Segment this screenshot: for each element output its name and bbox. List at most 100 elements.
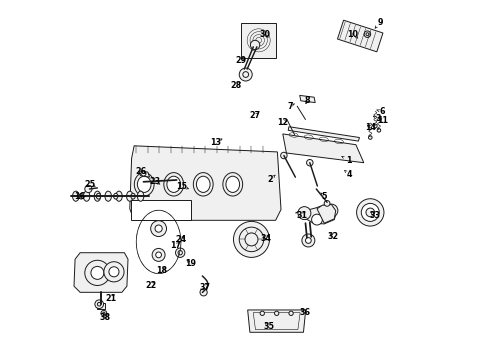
Text: 38: 38 bbox=[100, 313, 111, 322]
Circle shape bbox=[373, 124, 377, 128]
Text: 21: 21 bbox=[105, 294, 117, 302]
Circle shape bbox=[325, 204, 338, 217]
Circle shape bbox=[361, 203, 379, 221]
Text: 17: 17 bbox=[171, 241, 181, 250]
Text: 11: 11 bbox=[377, 116, 388, 125]
Text: 12: 12 bbox=[277, 118, 288, 127]
Ellipse shape bbox=[126, 191, 133, 201]
Polygon shape bbox=[130, 146, 281, 220]
Circle shape bbox=[95, 300, 103, 309]
Ellipse shape bbox=[137, 176, 151, 192]
Circle shape bbox=[302, 234, 315, 247]
Circle shape bbox=[85, 185, 92, 193]
Circle shape bbox=[377, 129, 381, 132]
Circle shape bbox=[289, 311, 293, 315]
Ellipse shape bbox=[114, 193, 118, 199]
Ellipse shape bbox=[137, 191, 144, 201]
Polygon shape bbox=[247, 310, 306, 332]
Circle shape bbox=[91, 266, 104, 279]
Circle shape bbox=[298, 207, 311, 220]
Circle shape bbox=[250, 40, 260, 50]
Polygon shape bbox=[288, 127, 360, 141]
Circle shape bbox=[366, 33, 369, 36]
Text: 27: 27 bbox=[249, 111, 261, 120]
Text: 28: 28 bbox=[230, 81, 242, 90]
Polygon shape bbox=[295, 205, 337, 224]
Text: 14: 14 bbox=[365, 123, 376, 132]
Circle shape bbox=[307, 159, 313, 166]
Text: 23: 23 bbox=[149, 177, 161, 186]
Polygon shape bbox=[317, 204, 336, 223]
Ellipse shape bbox=[116, 191, 122, 201]
Text: 30: 30 bbox=[259, 30, 270, 39]
Circle shape bbox=[243, 72, 248, 77]
Circle shape bbox=[239, 227, 264, 252]
Ellipse shape bbox=[79, 193, 83, 199]
Ellipse shape bbox=[226, 176, 240, 192]
Circle shape bbox=[155, 225, 162, 232]
Polygon shape bbox=[74, 253, 128, 292]
Ellipse shape bbox=[134, 173, 154, 196]
Circle shape bbox=[151, 221, 167, 237]
Circle shape bbox=[104, 262, 124, 282]
Text: 34: 34 bbox=[260, 234, 271, 243]
Text: 37: 37 bbox=[199, 283, 210, 292]
Text: 3: 3 bbox=[375, 114, 381, 123]
Circle shape bbox=[274, 311, 279, 315]
Text: 16: 16 bbox=[74, 192, 86, 201]
Ellipse shape bbox=[164, 173, 184, 196]
Circle shape bbox=[233, 221, 270, 257]
Circle shape bbox=[366, 208, 374, 217]
Circle shape bbox=[368, 136, 372, 139]
Text: 36: 36 bbox=[300, 308, 311, 317]
Text: 7: 7 bbox=[287, 102, 293, 111]
Polygon shape bbox=[300, 95, 315, 103]
Ellipse shape bbox=[131, 193, 135, 199]
Ellipse shape bbox=[196, 176, 210, 192]
Circle shape bbox=[281, 152, 287, 159]
Circle shape bbox=[85, 260, 110, 285]
Text: 24: 24 bbox=[175, 235, 187, 244]
Ellipse shape bbox=[223, 173, 243, 196]
Polygon shape bbox=[139, 171, 149, 177]
Ellipse shape bbox=[83, 191, 90, 201]
Circle shape bbox=[364, 31, 370, 37]
Ellipse shape bbox=[167, 176, 180, 192]
Ellipse shape bbox=[97, 193, 100, 199]
Polygon shape bbox=[130, 200, 191, 220]
Ellipse shape bbox=[194, 173, 213, 196]
Circle shape bbox=[245, 233, 258, 246]
Circle shape bbox=[156, 252, 162, 258]
Bar bbox=[97, 303, 105, 309]
Text: 6: 6 bbox=[379, 107, 385, 116]
Text: 19: 19 bbox=[185, 259, 196, 268]
Text: 10: 10 bbox=[347, 30, 358, 39]
Text: 15: 15 bbox=[176, 182, 188, 191]
Circle shape bbox=[239, 68, 252, 81]
Text: 25: 25 bbox=[85, 180, 96, 189]
Polygon shape bbox=[283, 134, 364, 163]
Circle shape bbox=[324, 201, 330, 206]
Circle shape bbox=[101, 310, 107, 316]
Polygon shape bbox=[338, 20, 383, 52]
Circle shape bbox=[312, 214, 322, 225]
Text: 26: 26 bbox=[135, 166, 146, 175]
Text: 29: 29 bbox=[235, 56, 246, 65]
Circle shape bbox=[152, 248, 165, 261]
Circle shape bbox=[109, 267, 119, 277]
Ellipse shape bbox=[94, 191, 100, 201]
Text: 35: 35 bbox=[264, 323, 275, 331]
Text: 2: 2 bbox=[268, 175, 273, 184]
Text: 4: 4 bbox=[346, 170, 352, 179]
Polygon shape bbox=[242, 23, 276, 58]
Text: 1: 1 bbox=[346, 156, 352, 165]
Circle shape bbox=[260, 311, 265, 315]
Text: 9: 9 bbox=[377, 18, 383, 27]
Text: 22: 22 bbox=[146, 281, 157, 289]
Circle shape bbox=[178, 251, 182, 255]
Circle shape bbox=[305, 238, 311, 243]
Circle shape bbox=[200, 289, 207, 296]
Text: 5: 5 bbox=[321, 192, 327, 201]
Circle shape bbox=[357, 199, 384, 226]
Text: 8: 8 bbox=[304, 96, 310, 105]
